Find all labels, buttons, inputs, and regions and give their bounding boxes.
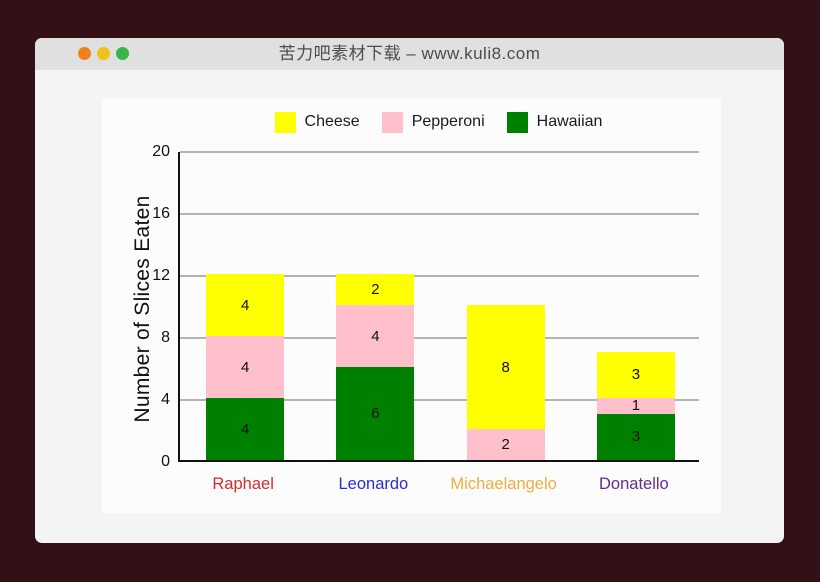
bar-value-label: 4 — [240, 358, 250, 376]
y-tick-label-4: 4 — [161, 391, 170, 408]
bar-segment-raphael-hawaiian: 4 — [206, 398, 285, 460]
legend-item-hawaiian: Hawaiian — [506, 111, 603, 133]
legend-swatch-pepperoni — [381, 111, 403, 133]
titlebar[interactable]: 苦力吧素材下载 – www.kuli8.com — [35, 38, 784, 70]
bar-value-label: 8 — [501, 358, 510, 376]
window-controls — [78, 47, 129, 60]
bar-segment-leonardo-hawaiian: 6 — [336, 367, 415, 460]
bar-value-label: 4 — [240, 420, 250, 438]
window-title: 苦力吧素材下载 – www.kuli8.com — [278, 44, 541, 63]
gridline-4 — [180, 399, 699, 401]
y-tick-label-20: 20 — [152, 143, 170, 160]
y-tick-label-8: 8 — [161, 329, 170, 346]
y-tick-label-0: 0 — [161, 453, 170, 470]
bar-segment-leonardo-cheese: 2 — [336, 274, 415, 305]
app-window: 苦力吧素材下载 – www.kuli8.com Cheese Pepperoni H… — [35, 38, 784, 543]
y-tick-label-12: 12 — [152, 267, 170, 284]
bar-value-label: 4 — [371, 327, 380, 345]
bar-value-label: 6 — [371, 405, 380, 422]
bar-value-label: 4 — [240, 296, 250, 314]
minimize-window-icon[interactable] — [97, 47, 110, 60]
chart-panel: Cheese Pepperoni Hawaiian Number of Slices… — [102, 98, 721, 513]
bar-segment-raphael-cheese: 4 — [206, 274, 285, 336]
bar-segment-donatello-hawaiian: 3 — [596, 413, 675, 460]
bar-segment-raphael-pepperoni: 4 — [206, 336, 285, 398]
gridline-8 — [180, 337, 699, 339]
bar-value-label: 1 — [631, 397, 641, 415]
legend-item-pepperoni: Pepperoni — [381, 111, 485, 133]
x-axis-label-raphael: Raphael — [212, 475, 274, 493]
bar-segment-michaelangelo-cheese: 8 — [466, 305, 545, 429]
close-window-icon[interactable] — [78, 47, 91, 60]
maximize-window-icon[interactable] — [116, 47, 129, 60]
legend-label-cheese: Cheese — [304, 113, 360, 130]
legend-label-pepperoni: Pepperoni — [411, 113, 485, 130]
plot-area: 4 4 4 6 4 2 2 8 3 1 3 — [178, 151, 699, 462]
x-axis-label-donatello: Donatello — [599, 475, 669, 493]
gridline-16 — [180, 213, 699, 215]
x-axis-label-leonardo: Leonardo — [338, 475, 409, 493]
bar-segment-donatello-cheese: 3 — [596, 351, 675, 398]
bar-segment-leonardo-pepperoni: 4 — [336, 305, 415, 367]
legend: Cheese Pepperoni Hawaiian — [178, 110, 699, 134]
gridline-12 — [180, 275, 699, 277]
y-tick-label-16: 16 — [152, 205, 170, 222]
x-axis-label-michaelangelo: Michaelangelo — [450, 475, 557, 493]
legend-item-cheese: Cheese — [274, 111, 360, 133]
bar-segment-michaelangelo-pepperoni: 2 — [466, 429, 545, 460]
legend-swatch-cheese — [274, 111, 296, 133]
bar-segment-donatello-pepperoni: 1 — [596, 397, 675, 415]
legend-label-hawaiian: Hawaiian — [536, 113, 603, 130]
bar-value-label: 3 — [631, 366, 641, 384]
bar-value-label: 2 — [371, 281, 380, 298]
gridline-20 — [180, 151, 699, 153]
bar-value-label: 3 — [631, 428, 641, 446]
legend-swatch-hawaiian — [506, 111, 528, 133]
bar-value-label: 2 — [501, 436, 510, 453]
